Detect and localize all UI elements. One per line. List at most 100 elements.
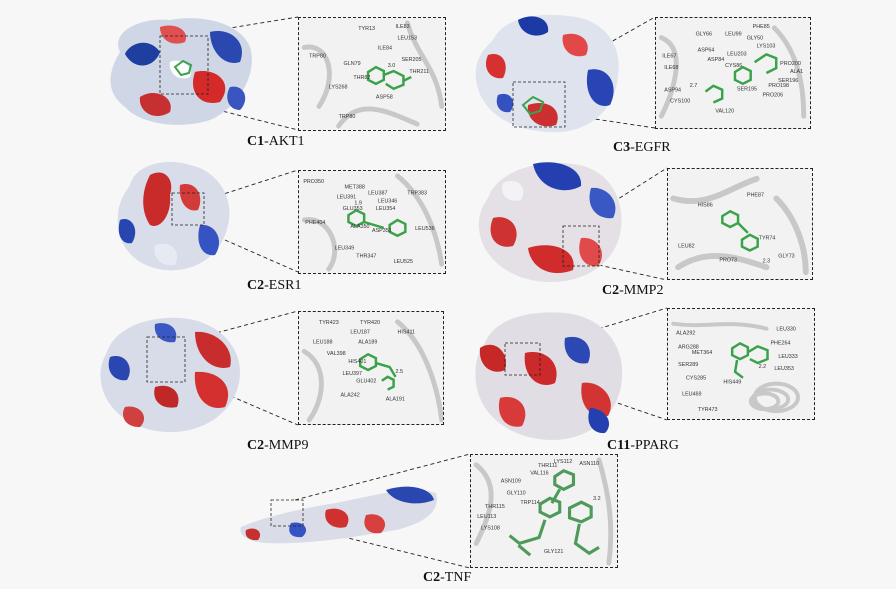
- residue-label: LYS112: [554, 459, 572, 465]
- mmp9-docking-pose: TYR423 LEU188 TYR420 HIS411 LEU187 ALA18…: [301, 319, 443, 423]
- egfr-surface-image: [475, 14, 619, 133]
- residue-label: LEU469: [682, 391, 701, 397]
- mmp2-surface-image: [478, 162, 622, 282]
- tnf-surface-image: [240, 486, 437, 544]
- residue-label: GLY121: [544, 549, 563, 555]
- distance-label: 3.2: [593, 496, 601, 502]
- compound-id: C2: [247, 438, 265, 453]
- mmp9-surface-image: [100, 317, 241, 433]
- residue-label: PRO350: [303, 179, 324, 185]
- residue-label: LEU354: [376, 206, 395, 212]
- residue-label: PHE264: [770, 340, 790, 346]
- target-name: -ESR1: [264, 278, 302, 293]
- residue-label: ALA292: [676, 331, 695, 337]
- residue-label: LEU346: [378, 198, 397, 204]
- target-name: -EGFR: [630, 140, 671, 155]
- residue-label: ARG288: [678, 344, 699, 350]
- residue-label: SER289: [678, 362, 698, 368]
- esr1-docking-pose: PRO350 MET388 LEU387 TRP383 LEU391 LEU35…: [301, 173, 445, 272]
- residue-label: TYR423: [319, 320, 339, 326]
- residue-label: MET388: [345, 185, 365, 191]
- caption-mmp2: C2-MMP2: [602, 283, 663, 299]
- residue-label: LEU525: [394, 259, 413, 265]
- residue-label: LEU333: [778, 354, 797, 360]
- residue-label: HIS401: [348, 359, 366, 365]
- residue-label: TRP114: [520, 500, 539, 506]
- compound-id: C1: [247, 134, 265, 149]
- residue-label: LEU387: [368, 191, 387, 197]
- residue-label: ASP64: [698, 47, 715, 53]
- residue-label: LEU536: [415, 226, 434, 232]
- residue-label: TYR74: [759, 236, 776, 242]
- residue-label: ALA242: [341, 392, 360, 398]
- residue-label: PHE85: [753, 24, 770, 30]
- residue-label: VAL116: [530, 471, 548, 477]
- mmp9-inset: TYR423 LEU188 TYR420 HIS411 LEU187 ALA18…: [298, 311, 444, 425]
- pparg-inset: ALA292 LEU330 ARG288 PHE264 MET364 LEU33…: [667, 308, 815, 420]
- residue-label: ILE67: [662, 53, 676, 59]
- residue-label: PHE404: [305, 220, 325, 226]
- residue-label: GLU353: [343, 206, 363, 212]
- pparg-docking-pose: ALA292 LEU330 ARG288 PHE264 MET364 LEU33…: [671, 321, 800, 413]
- residue-label: PRO198: [768, 83, 789, 89]
- residue-label: ALA191: [386, 396, 405, 402]
- compound-id: C11: [607, 438, 631, 453]
- residue-label: CYS285: [686, 376, 706, 382]
- residue-label: TYR473: [698, 407, 718, 413]
- residue-label: ILE83: [396, 24, 410, 30]
- residue-label: LEU330: [776, 327, 795, 333]
- residue-label: GLY73: [778, 253, 794, 259]
- residue-label: ASP84: [707, 57, 724, 63]
- caption-tnf: C2-TNF: [423, 570, 471, 586]
- residue-label: SER195: [737, 87, 757, 93]
- caption-esr1: C2-ESR1: [247, 278, 301, 294]
- residue-label: LEU82: [678, 244, 694, 250]
- target-name: -MMP2: [619, 283, 664, 298]
- residue-label: MET364: [692, 350, 712, 356]
- compound-id: C2: [423, 570, 441, 585]
- residue-label: LEU187: [350, 330, 369, 336]
- akt1-inset: TYR13 ILE83 LEU153 TRP80 ILE84 SER205 GL…: [298, 17, 446, 131]
- residue-label: CYS86: [725, 63, 742, 69]
- residue-label: TYR13: [358, 26, 375, 32]
- residue-label: THR115: [485, 504, 505, 510]
- residue-label: CYS100: [670, 98, 690, 104]
- residue-label: ASN110: [579, 461, 599, 467]
- residue-label: GLU402: [356, 379, 376, 385]
- residue-label: HIS411: [398, 330, 416, 336]
- compound-id: C3: [613, 140, 631, 155]
- compound-id: C2: [247, 278, 265, 293]
- residue-label: SER205: [401, 57, 421, 63]
- residue-label: PRO73: [719, 257, 737, 263]
- residue-label: GLN79: [344, 61, 361, 67]
- residue-label: TRP383: [407, 191, 427, 197]
- distance-label: 2.2: [759, 364, 767, 370]
- caption-egfr: C3-EGFR: [613, 140, 671, 156]
- residue-label: LYS103: [757, 43, 776, 49]
- residue-label: SER196: [778, 78, 798, 84]
- caption-akt1: C1-AKT1: [247, 134, 305, 150]
- target-name: -TNF: [440, 570, 472, 585]
- residue-label: GLY66: [696, 32, 712, 38]
- target-name: -PPARG: [630, 438, 679, 453]
- residue-label: LYS108: [481, 526, 500, 532]
- residue-label: ILE68: [664, 65, 678, 71]
- pparg-surface-image: [475, 312, 623, 440]
- compound-id: C2: [602, 283, 620, 298]
- caption-pparg: C11-PPARG: [607, 438, 679, 454]
- residue-label: LYS268: [329, 85, 348, 91]
- target-name: -MMP9: [264, 438, 309, 453]
- distance-label: 1.9: [354, 200, 361, 206]
- residue-label: THR82: [353, 75, 370, 81]
- mmp2-docking-pose: PHE87 HIS86 LEU82 TYR74 PRO73 GLY73 2.3: [670, 175, 809, 276]
- target-name: -AKT1: [264, 134, 305, 149]
- distance-label: 2.5: [396, 369, 404, 375]
- residue-label: LEU113: [477, 514, 496, 520]
- egfr-inset: PHE85 GLY66 ASP64 LEU99 GLY50 LYS103 ILE…: [655, 17, 811, 129]
- residue-label: GLY50: [747, 36, 763, 42]
- residue-label: THR347: [356, 253, 376, 259]
- distance-label: 2.3: [763, 258, 771, 264]
- residue-label: TRP80: [339, 114, 356, 120]
- residue-label: VAL398: [327, 351, 346, 357]
